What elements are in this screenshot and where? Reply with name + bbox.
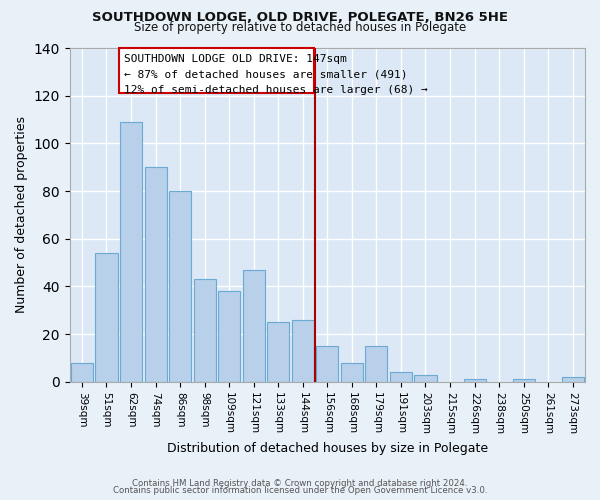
Bar xyxy=(145,167,167,382)
Bar xyxy=(415,374,437,382)
Bar xyxy=(292,320,314,382)
Bar xyxy=(512,380,535,382)
X-axis label: Distribution of detached houses by size in Polegate: Distribution of detached houses by size … xyxy=(167,442,488,455)
Bar xyxy=(71,362,93,382)
Y-axis label: Number of detached properties: Number of detached properties xyxy=(15,116,28,314)
Bar xyxy=(365,346,388,382)
Bar xyxy=(95,253,118,382)
Bar xyxy=(194,280,215,382)
Bar xyxy=(218,291,240,382)
Bar xyxy=(242,270,265,382)
Text: 12% of semi-detached houses are larger (68) →: 12% of semi-detached houses are larger (… xyxy=(124,85,427,95)
Bar xyxy=(464,380,485,382)
Bar xyxy=(316,346,338,382)
Text: Contains HM Land Registry data © Crown copyright and database right 2024.: Contains HM Land Registry data © Crown c… xyxy=(132,478,468,488)
Bar xyxy=(169,191,191,382)
Text: Contains public sector information licensed under the Open Government Licence v3: Contains public sector information licen… xyxy=(113,486,487,495)
Text: SOUTHDOWN LODGE OLD DRIVE: 147sqm: SOUTHDOWN LODGE OLD DRIVE: 147sqm xyxy=(124,54,346,64)
Bar xyxy=(562,377,584,382)
Text: Size of property relative to detached houses in Polegate: Size of property relative to detached ho… xyxy=(134,22,466,35)
Text: ← 87% of detached houses are smaller (491): ← 87% of detached houses are smaller (49… xyxy=(124,70,407,80)
Bar xyxy=(120,122,142,382)
Bar xyxy=(119,48,314,94)
Text: SOUTHDOWN LODGE, OLD DRIVE, POLEGATE, BN26 5HE: SOUTHDOWN LODGE, OLD DRIVE, POLEGATE, BN… xyxy=(92,11,508,24)
Bar xyxy=(390,372,412,382)
Bar xyxy=(267,322,289,382)
Bar xyxy=(341,362,363,382)
